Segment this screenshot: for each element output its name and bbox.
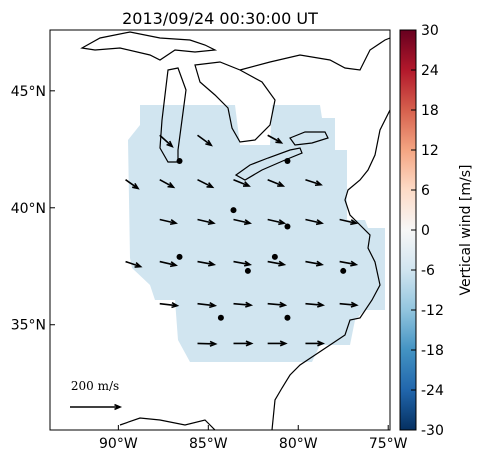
colorbar-tick-label: -30 — [421, 423, 444, 439]
colorbar-tick-label: 24 — [421, 63, 439, 79]
wind-arrow — [197, 302, 218, 309]
colorbar-tick-label: -24 — [421, 383, 444, 399]
station — [271, 253, 278, 260]
wind-arrow — [305, 178, 323, 187]
station — [176, 157, 183, 164]
colorbar-tick-label: -6 — [421, 263, 435, 279]
wind-arrow — [159, 260, 178, 268]
wind-arrow — [197, 134, 213, 147]
colorbar-tick-label: -12 — [421, 303, 444, 319]
x-tick-label: 80°W — [279, 436, 318, 452]
colorbar-tick-label: 18 — [421, 103, 439, 119]
x-tick-label: 90°W — [99, 436, 138, 452]
wind-arrow — [267, 134, 284, 144]
station — [284, 314, 291, 321]
wind-arrow — [159, 218, 178, 226]
wind-arrow — [233, 260, 253, 267]
wind-arrow — [233, 301, 254, 308]
wind-arrow — [339, 218, 359, 226]
map-frame — [49, 29, 391, 431]
wind-arrow — [305, 260, 324, 267]
east-coast — [271, 109, 390, 430]
wind-arrow — [125, 179, 140, 190]
scale-arrow — [70, 403, 123, 411]
wind-arrow — [305, 301, 325, 308]
x-tick-label: 75°W — [369, 436, 408, 452]
wind-arrow — [339, 301, 359, 308]
colorbar-tick-label: 30 — [421, 23, 439, 39]
wind-arrow — [159, 179, 176, 189]
wind-arrow — [305, 218, 324, 226]
wind-arrow — [233, 218, 252, 226]
scale-label: 200 m/s — [71, 379, 119, 393]
wind-arrow — [125, 260, 143, 268]
station — [284, 223, 291, 230]
station — [340, 267, 347, 274]
colorbar-tick-label: 0 — [421, 223, 430, 239]
station — [230, 207, 237, 214]
station — [176, 253, 183, 260]
wind-arrow — [305, 340, 326, 347]
us-canada-coast — [239, 37, 390, 71]
lake-erie — [234, 147, 303, 181]
wind-arrow — [267, 301, 288, 308]
station — [284, 157, 291, 164]
wind-arrow — [233, 178, 251, 187]
wind-arrow — [267, 340, 288, 347]
wind-arrow — [159, 302, 180, 309]
wind-arrow — [197, 218, 216, 226]
wind-arrow — [267, 178, 286, 187]
wind-arrow — [197, 178, 215, 189]
colorbar-label: Vertical wind [m/s] — [458, 165, 474, 296]
lake-ontario — [289, 131, 329, 146]
x-tick-label: 85°W — [189, 436, 228, 452]
wind-arrow — [267, 260, 287, 267]
wind-field — [128, 105, 385, 362]
map-layer — [80, 31, 390, 430]
wind-arrow — [339, 260, 359, 267]
coastline — [80, 31, 218, 61]
wind-arrow — [197, 340, 218, 347]
y-tick-label: 35°N — [11, 318, 46, 334]
colorbar-tick-label: 6 — [421, 183, 430, 199]
y-tick-label: 45°N — [11, 84, 46, 100]
y-tick-label: 40°N — [11, 201, 46, 217]
gulf-coast — [119, 417, 216, 430]
colorbar-tick-label: 12 — [421, 143, 439, 159]
station — [244, 267, 251, 274]
station — [217, 314, 224, 321]
wind-arrow — [159, 134, 174, 148]
wind-arrow — [267, 218, 287, 226]
colorbar-tick-label: -18 — [421, 343, 444, 359]
title: 2013/09/24 00:30:00 UT — [122, 9, 318, 28]
wind-arrow — [197, 260, 217, 267]
wind-arrow — [233, 340, 254, 347]
